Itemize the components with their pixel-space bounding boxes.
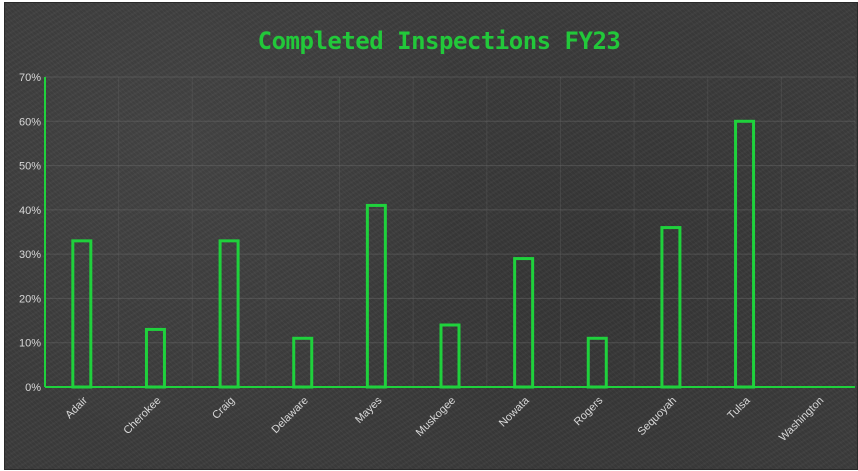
bar-chart: Completed Inspections FY23 0% 10% 20% 30% 40… — [19, 27, 856, 444]
bar-mayes — [365, 203, 387, 389]
axes — [44, 77, 855, 388]
chart-area: Completed Inspections FY23 0% 10% 20% 30% 40… — [4, 2, 858, 470]
y-tick-label: 20% — [19, 293, 41, 305]
bar-nowata — [513, 257, 535, 389]
x-category-label: Adair — [63, 394, 90, 421]
bar-craig — [218, 239, 240, 389]
y-axis-ticks: 0% 10% 20% 30% 40% 50% 60% 70% — [19, 72, 41, 394]
y-tick-label: 30% — [19, 249, 41, 261]
y-tick-label: 60% — [19, 116, 41, 128]
y-tick-label: 10% — [19, 338, 41, 350]
x-category-label: Mayes — [353, 394, 385, 426]
x-category-label: Cherokee — [121, 395, 163, 437]
x-category-label: Muskogee — [414, 395, 458, 439]
x-category-label: Delaware — [270, 395, 311, 436]
bar-rogers — [586, 336, 608, 389]
bar-adair — [71, 239, 93, 389]
y-tick-label: 70% — [19, 72, 41, 84]
x-category-label: Tulsa — [725, 394, 753, 422]
bar-sequoyah — [660, 226, 682, 389]
x-category-label: Washington — [777, 395, 826, 444]
bar-cherokee — [144, 327, 166, 389]
y-tick-label: 0% — [25, 382, 41, 394]
y-tick-label: 40% — [19, 205, 41, 217]
x-category-label: Craig — [210, 395, 237, 422]
grid-lines — [45, 76, 856, 387]
y-tick-label: 50% — [19, 161, 41, 173]
x-category-label: Nowata — [497, 394, 532, 429]
chart-title: Completed Inspections FY23 — [258, 27, 621, 55]
x-category-label: Sequoyah — [636, 395, 680, 439]
bar-delaware — [292, 336, 314, 389]
x-axis-categories: Adair Cherokee Craig Delaware Mayes Muskogee N… — [63, 394, 826, 444]
bar-muskogee — [439, 323, 461, 389]
x-category-label: Rogers — [572, 394, 606, 428]
